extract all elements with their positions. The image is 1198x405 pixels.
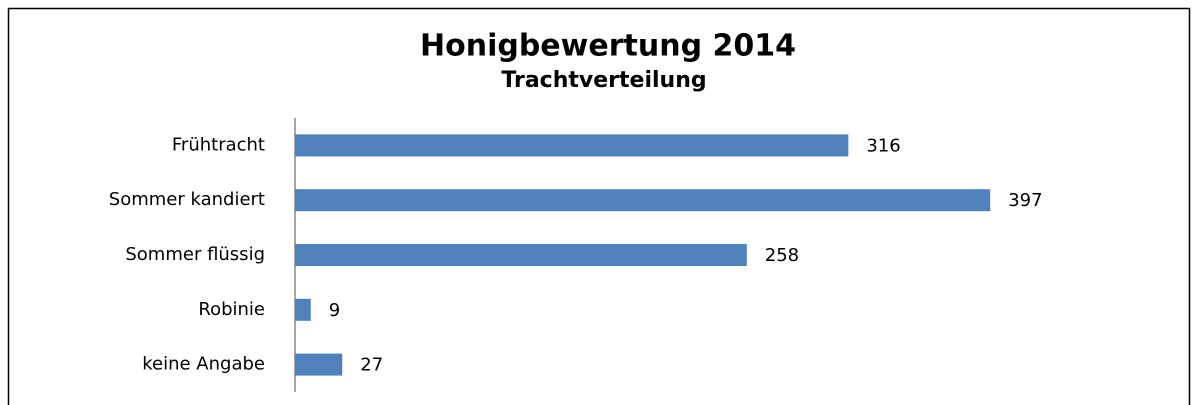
bar [295, 298, 311, 321]
bar [295, 353, 343, 376]
bar [295, 244, 747, 266]
value-label: 27 [360, 355, 383, 376]
value-label: 397 [1008, 190, 1042, 211]
bar [295, 134, 849, 157]
y-tick-label: Sommer flüssig [125, 244, 265, 265]
value-label: 9 [329, 300, 340, 321]
chart-subtitle: Trachtverteilung [501, 68, 706, 93]
bar [295, 189, 991, 212]
value-label: 316 [866, 135, 900, 156]
y-tick-label: Sommer kandiert [109, 189, 265, 210]
value-label: 258 [765, 245, 799, 266]
y-tick-label: keine Angabe [142, 354, 265, 375]
y-tick-label: Robinie [198, 299, 265, 320]
chart-title: Honigbewertung 2014 [420, 29, 796, 64]
y-tick-label: Frühtracht [172, 134, 265, 155]
